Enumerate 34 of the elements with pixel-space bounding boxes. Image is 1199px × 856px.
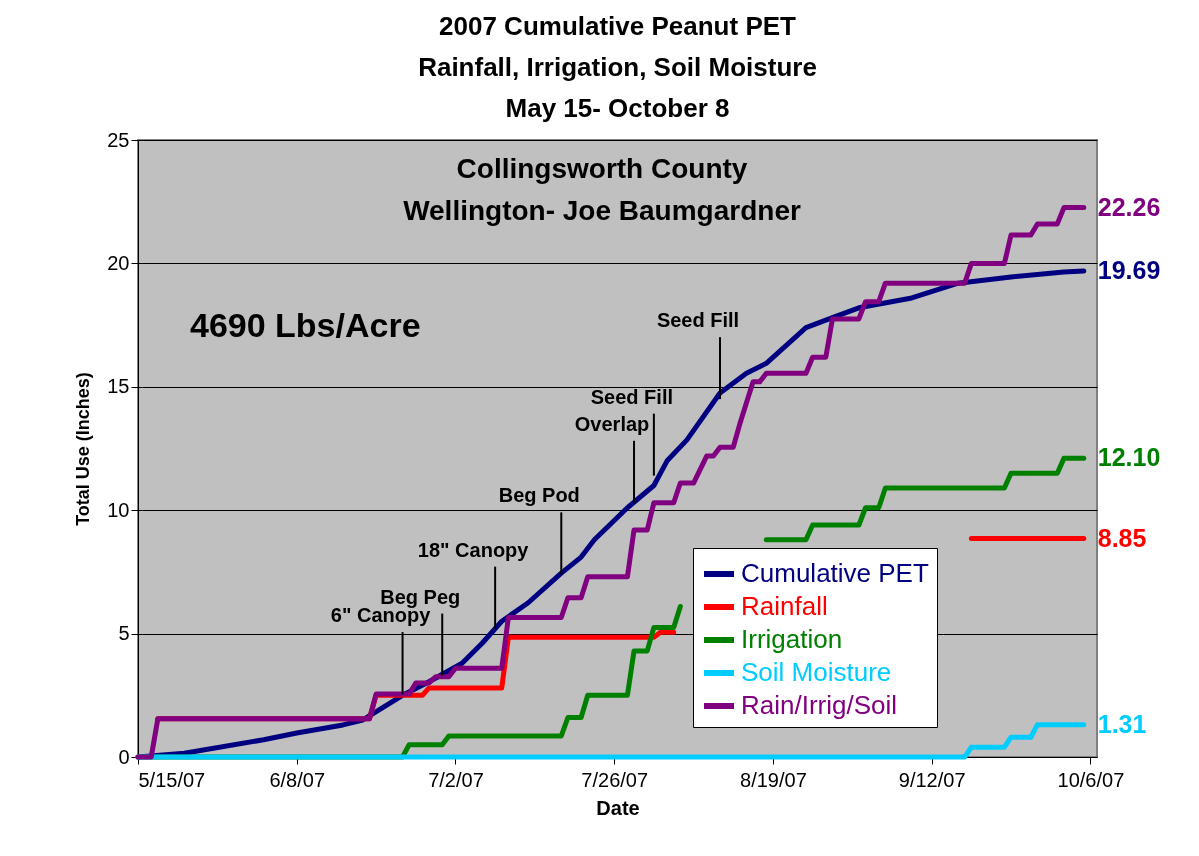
annotation: Beg Pod — [498, 484, 580, 507]
data-label: 1.31 — [1097, 709, 1147, 738]
x-axis-title: Date — [596, 796, 640, 819]
y-tick-label: 25 — [107, 128, 130, 151]
x-tick-label: 7/2/07 — [428, 768, 484, 791]
data-label: 8.85 — [1097, 523, 1147, 552]
y-axis-title: Total Use (Inches) — [73, 372, 94, 526]
x-tick-label: 8/19/07 — [740, 768, 807, 791]
annotation: Overlap — [574, 412, 650, 435]
annotation: Wellington- Joe Baumgardner — [403, 195, 801, 226]
y-tick-label: 5 — [118, 622, 130, 645]
data-label: 22.26 — [1097, 192, 1161, 221]
x-tick-label: 10/6/07 — [1057, 768, 1125, 791]
legend-label: Rainfall — [741, 591, 828, 621]
legend-label: Cumulative PET — [741, 558, 929, 588]
legend-label: Irrigation — [741, 624, 843, 654]
annotation: Seed Fill — [590, 385, 673, 408]
y-tick-label: 0 — [118, 745, 130, 768]
legend-label: Rain/Irrig/Soil — [741, 690, 898, 720]
x-tick-label: 6/8/07 — [269, 768, 326, 791]
chart-title: 2007 Cumulative Peanut PET Rainfall, Irrigation, Soil Moisture May 15- October 8 — [418, 11, 817, 123]
annotation: 4690 Lbs/Acre — [190, 306, 421, 344]
y-tick-label: 15 — [107, 375, 130, 398]
y-tick-label: 10 — [107, 498, 130, 521]
data-label: 19.69 — [1097, 256, 1161, 285]
data-label: 12.10 — [1097, 443, 1161, 472]
x-tick-label: 9/12/07 — [898, 768, 966, 791]
annotation: Collingsworth County — [456, 153, 748, 184]
annotation: Seed Fill — [656, 309, 740, 332]
x-tick-label: 5/15/07 — [138, 768, 206, 791]
legend-label: Soil Moisture — [741, 657, 892, 687]
annotation: 18" Canopy — [417, 538, 530, 561]
x-tick-label: 7/26/07 — [581, 768, 649, 791]
y-tick-label: 20 — [107, 251, 130, 274]
